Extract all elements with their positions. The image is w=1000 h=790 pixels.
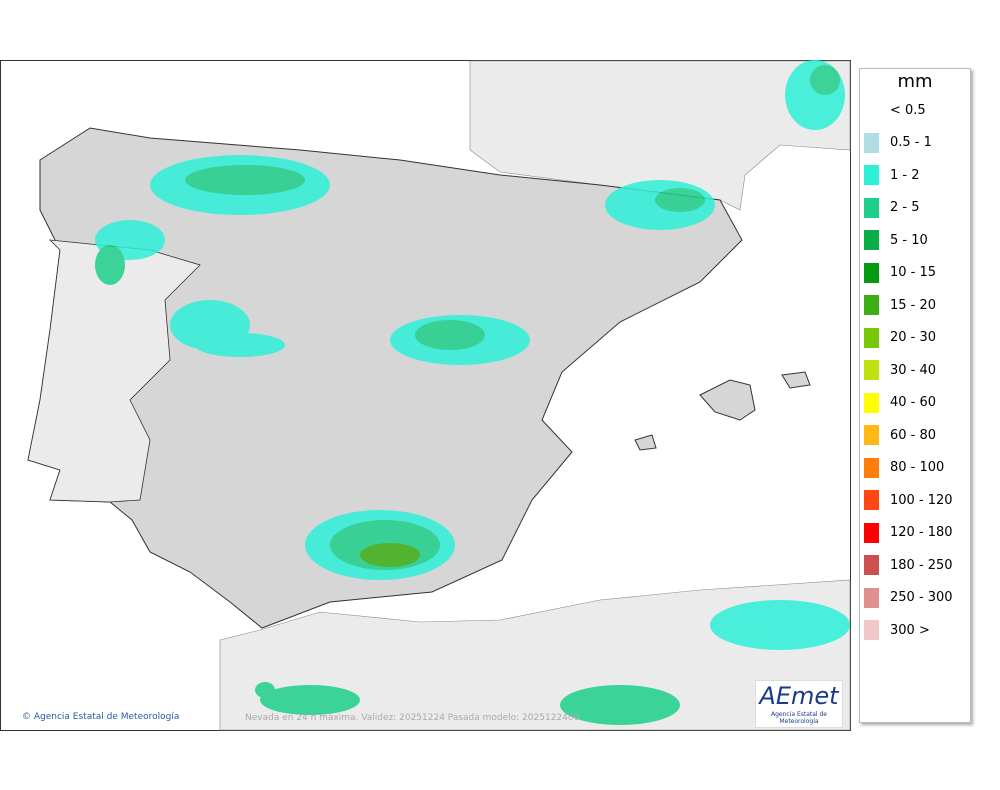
legend-item: < 0.5 xyxy=(864,99,926,121)
legend-swatch xyxy=(864,100,879,120)
legend-swatch xyxy=(864,620,879,640)
legend-swatch xyxy=(864,165,879,185)
legend-swatch xyxy=(864,230,879,250)
legend-label: 120 - 180 xyxy=(890,525,953,540)
legend-swatch xyxy=(864,490,879,510)
map xyxy=(0,60,851,731)
legend-label: 80 - 100 xyxy=(890,460,945,475)
legend-label: 2 - 5 xyxy=(890,200,920,215)
legend-swatch xyxy=(864,425,879,445)
menorca xyxy=(781,371,811,389)
legend-label: 20 - 30 xyxy=(890,330,937,345)
france xyxy=(469,60,851,211)
legend-item: 2 - 5 xyxy=(864,197,920,219)
legend-item: 30 - 40 xyxy=(864,359,936,381)
legend-swatch xyxy=(864,457,879,478)
legend-label: 10 - 15 xyxy=(890,265,937,280)
mallorca xyxy=(699,379,756,421)
legend-swatch xyxy=(864,327,879,348)
legend: mm < 0.5 0.5 - 1 1 - 2 2 - 5 5 - 10 10 - 15 15… xyxy=(859,68,971,723)
legend-label: 5 - 10 xyxy=(890,232,928,248)
copyright: © Agencia Estatal de Meteorología xyxy=(22,712,180,722)
legend-item: 1 - 2 xyxy=(864,164,920,186)
legend-label: 100 - 120 xyxy=(890,492,953,508)
legend-item: 5 - 10 xyxy=(864,229,928,251)
legend-item: 100 - 120 xyxy=(864,489,953,511)
africa xyxy=(219,579,851,731)
legend-item: 300 > xyxy=(864,619,930,641)
snow-areas xyxy=(95,60,850,725)
legend-swatch xyxy=(864,555,879,575)
copyright-text: Agencia Estatal de Meteorología xyxy=(33,712,180,722)
logo-subtitle: Agencia Estatal de Meteorología xyxy=(770,711,827,725)
legend-swatch xyxy=(864,587,879,608)
legend-label: 0.5 - 1 xyxy=(890,135,932,150)
legend-item: 40 - 60 xyxy=(864,392,936,414)
legend-label: 15 - 20 xyxy=(890,297,937,313)
legend-label: 40 - 60 xyxy=(890,395,937,410)
legend-label: 180 - 250 xyxy=(890,557,953,573)
legend-label: 30 - 40 xyxy=(890,362,937,378)
portugal xyxy=(27,239,201,503)
legend-item: 10 - 15 xyxy=(864,262,936,284)
legend-item: 250 - 300 xyxy=(864,587,953,609)
legend-swatch xyxy=(864,295,879,315)
legend-label: 1 - 2 xyxy=(890,167,920,183)
legend-item: 20 - 30 xyxy=(864,327,936,349)
legend-swatch xyxy=(864,392,879,413)
legend-swatch xyxy=(864,522,879,543)
logo-name: AEmet xyxy=(759,682,839,710)
legend-item: 180 - 250 xyxy=(864,554,953,576)
caption: Nevada en 24 h máxima. Validez: 20251224… xyxy=(245,713,580,723)
legend-swatch xyxy=(864,262,879,283)
legend-swatch xyxy=(864,360,879,380)
legend-label: < 0.5 xyxy=(890,102,926,118)
legend-swatch xyxy=(864,132,879,153)
legend-item: 60 - 80 xyxy=(864,424,936,446)
legend-item: 80 - 100 xyxy=(864,457,944,479)
legend-swatch xyxy=(864,197,879,218)
legend-item: 0.5 - 1 xyxy=(864,132,932,154)
legend-item: 120 - 180 xyxy=(864,522,953,544)
legend-title: mm xyxy=(897,71,933,92)
legend-label: 250 - 300 xyxy=(890,590,953,605)
legend-label: 60 - 80 xyxy=(890,427,937,443)
legend-label: 300 > xyxy=(890,622,930,638)
legend-item: 15 - 20 xyxy=(864,294,936,316)
logo: AEmet Agencia Estatal de Meteorología xyxy=(755,680,843,728)
ibiza xyxy=(634,434,657,451)
